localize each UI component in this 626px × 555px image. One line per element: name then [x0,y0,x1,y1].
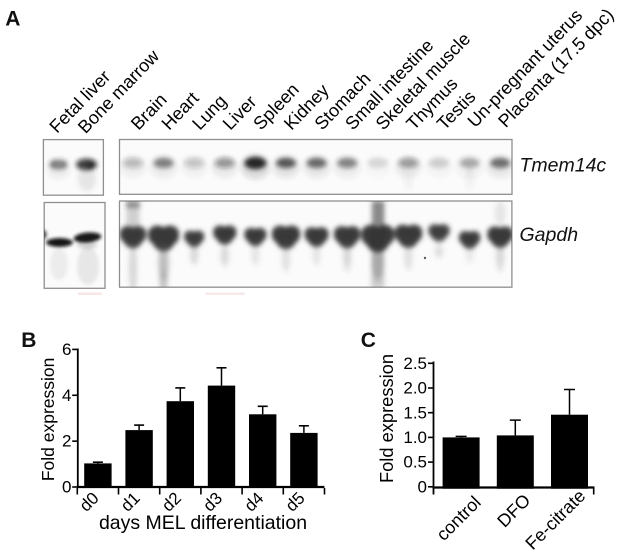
svg-text:C: C [361,329,376,352]
svg-text:Tmem14c: Tmem14c [520,154,607,176]
svg-text:B: B [21,329,36,352]
svg-text:0: 0 [62,478,71,497]
svg-text:A: A [5,8,20,31]
svg-text:Fold expression: Fold expression [376,354,397,483]
svg-text:0.5: 0.5 [403,453,427,472]
svg-text:6: 6 [62,340,71,359]
svg-text:2: 2 [62,432,71,451]
svg-text:Gapdh: Gapdh [520,224,579,246]
svg-text:4: 4 [62,386,71,405]
svg-text:days MEL differentiation: days MEL differentiation [99,512,307,534]
svg-text:2.0: 2.0 [403,379,427,398]
svg-text:Fold expression: Fold expression [38,358,58,482]
svg-text:1.0: 1.0 [403,428,427,447]
svg-text:1.5: 1.5 [403,403,427,422]
svg-text:0: 0 [418,477,427,496]
svg-text:2.5: 2.5 [403,354,427,373]
